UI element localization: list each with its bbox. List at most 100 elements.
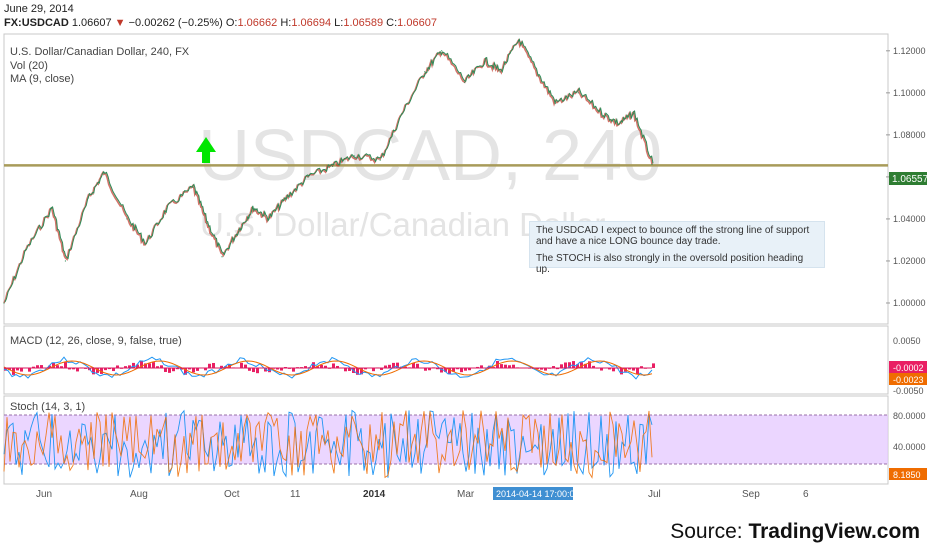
annotation-line-2: The STOCH is also strongly in the overso… xyxy=(536,253,804,275)
macd-histogram-bar xyxy=(512,364,515,368)
macd-histogram-bar xyxy=(392,362,395,368)
last-price: 1.06607 xyxy=(71,17,112,29)
time-label-mar: Mar xyxy=(457,489,475,500)
macd-histogram-bar xyxy=(592,365,595,368)
macd-histogram-bar xyxy=(468,368,471,371)
macd-indicator-label[interactable]: MACD (12, 26, close, 9, false, true) xyxy=(10,335,182,347)
macd-histogram-bar xyxy=(600,368,603,371)
macd-histogram-bar xyxy=(96,368,99,373)
stoch-value-box xyxy=(889,468,927,480)
symbol-name[interactable]: FX:USDCAD xyxy=(4,17,69,29)
price-change: −0.00262 (−0.25%) xyxy=(128,17,223,29)
macd-histogram-bar xyxy=(124,366,127,368)
price-point xyxy=(307,176,309,178)
macd-histogram-bar xyxy=(612,368,615,372)
macd-histogram-bar xyxy=(40,365,43,368)
price-point xyxy=(632,113,635,115)
macd-histogram-bar xyxy=(176,368,179,370)
macd-histogram-bar xyxy=(380,368,383,370)
macd-histogram-bar xyxy=(440,368,443,373)
macd-histogram-bar xyxy=(16,368,19,371)
macd-histogram-bar xyxy=(588,361,591,368)
low-value: 1.06589 xyxy=(343,17,384,29)
vol-indicator-label[interactable]: Vol (20) xyxy=(10,60,48,72)
price-series xyxy=(3,38,654,304)
price-point xyxy=(651,163,653,165)
macd-histogram-bar xyxy=(132,362,135,368)
source-credit: Source: TradingView.com xyxy=(670,520,920,543)
chart-date: June 29, 2014 xyxy=(4,3,74,15)
macd-histogram-bar xyxy=(444,368,447,372)
stoch-k-line xyxy=(3,409,653,478)
macd-histogram-bar xyxy=(144,363,147,368)
macd-histogram-bar xyxy=(508,365,511,368)
macd-histogram-bar xyxy=(172,368,175,372)
price-point xyxy=(206,222,208,224)
price-line-red xyxy=(3,38,653,304)
macd-histogram-bar xyxy=(48,365,51,368)
macd-histogram-bar xyxy=(192,368,195,373)
macd-histogram-bar xyxy=(464,368,467,371)
macd-histogram-bar xyxy=(20,368,23,372)
macd-histogram-bar xyxy=(276,368,279,370)
macd-histogram-bar xyxy=(456,368,459,370)
macd-signal-line xyxy=(3,360,653,376)
macd-histogram-bar xyxy=(504,364,507,368)
price-point xyxy=(424,71,426,73)
annotation-note[interactable]: The USDCAD I expect to bounce off the st… xyxy=(529,221,825,275)
y-tick-label: 1.12000 xyxy=(893,46,926,56)
close-value: 1.06607 xyxy=(397,17,437,29)
up-arrow-icon xyxy=(196,137,216,163)
high-value: 1.06694 xyxy=(291,17,332,29)
macd-tick-top: 0.0050 xyxy=(893,336,921,346)
open-value: 1.06662 xyxy=(237,17,278,29)
macd-histogram-bar xyxy=(360,368,363,375)
price-point xyxy=(267,218,269,220)
price-point xyxy=(87,197,90,199)
price-point xyxy=(192,186,194,189)
macd-histogram-bar xyxy=(264,368,267,372)
macd-histogram-bar xyxy=(396,362,399,368)
macd-histogram-bar xyxy=(384,365,387,368)
macd-histogram-bar xyxy=(608,368,611,370)
stoch-d-line xyxy=(3,410,653,479)
main-pane-title: U.S. Dollar/Canadian Dollar, 240, FX xyxy=(10,46,190,58)
macd-histogram-bar xyxy=(116,365,119,368)
macd-histogram-bar xyxy=(280,368,283,371)
high-label: H: xyxy=(280,17,292,29)
price-point xyxy=(252,207,254,210)
macd-histogram-bar xyxy=(148,363,151,368)
price-point xyxy=(285,197,288,199)
close-label: C: xyxy=(386,17,398,29)
price-point xyxy=(554,102,556,104)
price-point xyxy=(577,92,579,94)
y-tick-label: 1.04000 xyxy=(893,214,926,224)
macd-histogram-bar xyxy=(404,366,407,368)
macd-histogram-bar xyxy=(544,368,547,371)
time-label-oct: Oct xyxy=(224,489,240,500)
stoch-indicator-label[interactable]: Stoch (14, 3, 1) xyxy=(10,401,86,413)
macd-histogram-bar xyxy=(244,364,247,368)
macd-histogram-bar xyxy=(68,368,71,370)
macd-histogram-bar xyxy=(212,362,215,368)
y-tick-label: 1.00000 xyxy=(893,298,926,308)
price-label-box xyxy=(889,172,927,185)
macd-histogram-bar xyxy=(628,368,631,370)
ma-indicator-label[interactable]: MA (9, close) xyxy=(10,73,75,85)
macd-histogram-bar xyxy=(76,368,79,372)
annotation-line-1: The USDCAD I expect to bounce off the st… xyxy=(536,225,810,247)
macd-histogram-bar xyxy=(344,368,347,372)
macd-histogram-bar xyxy=(72,368,75,370)
macd-histogram-bar xyxy=(152,362,155,368)
price-point xyxy=(401,113,403,115)
macd-series xyxy=(3,356,655,380)
price-point xyxy=(464,81,466,83)
macd-histogram-bar xyxy=(104,368,107,371)
price-point xyxy=(103,172,105,174)
macd-histogram-bar xyxy=(32,366,35,368)
price-point xyxy=(166,207,168,210)
macd-histogram-bar xyxy=(256,368,259,374)
macd-line xyxy=(3,356,653,380)
price-point xyxy=(484,60,486,62)
